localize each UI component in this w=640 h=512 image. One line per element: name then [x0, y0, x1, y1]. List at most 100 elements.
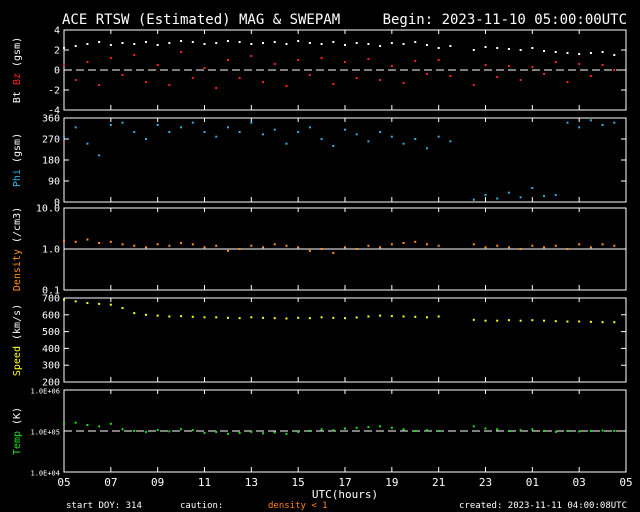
data-point [578, 243, 581, 246]
data-point [180, 51, 183, 53]
data-point [472, 198, 475, 201]
data-point [601, 124, 604, 126]
data-point [344, 44, 346, 46]
data-point [449, 75, 452, 77]
density-panel: 10.0 1.0 0.1 Density (/cm3) [12, 204, 627, 297]
data-point [63, 135, 65, 138]
data-point [437, 244, 440, 247]
data-point [566, 81, 569, 83]
data-point [285, 85, 288, 87]
data-point [344, 427, 346, 430]
data-point [344, 61, 346, 63]
data-point [250, 55, 253, 57]
data-point [156, 243, 159, 246]
data-point [437, 315, 440, 318]
data-point [484, 64, 487, 66]
y-tick-label: -2 [48, 86, 60, 97]
y-tick-label: -4 [48, 106, 60, 117]
data-point [519, 49, 522, 51]
data-point [402, 43, 405, 45]
data-point [484, 319, 487, 322]
data-point [285, 244, 288, 247]
data-point [437, 135, 440, 138]
data-point [226, 59, 229, 61]
y-tick-label: 300 [42, 361, 60, 372]
data-point [320, 428, 323, 431]
data-point [144, 138, 147, 140]
data-point [203, 316, 206, 319]
data-point [238, 248, 241, 250]
data-point [496, 428, 499, 431]
data-point [578, 320, 581, 323]
x-tick-label: 07 [104, 476, 117, 489]
start-doy: start DOY: 314 [66, 501, 142, 511]
data-point [86, 302, 89, 305]
data-point [531, 187, 534, 189]
x-tick-label: 19 [385, 476, 398, 489]
data-point [238, 131, 241, 133]
panels: 4 2 0 -2 -4 Bt Bz (gsm) 360 270 180 90 0 Phi (gsm) 1… [12, 26, 627, 478]
data-point [379, 131, 382, 133]
data-point [133, 244, 136, 247]
y-tick-label: 1.0 [42, 245, 60, 256]
data-point [156, 124, 159, 126]
begin-timestamp: Begin: 2023-11-10 05:00:00UTC [383, 12, 627, 28]
data-point [344, 246, 346, 249]
y-axis-label-part: Speed [12, 346, 23, 376]
data-point [543, 246, 546, 249]
data-point [390, 65, 393, 67]
data-point [425, 429, 428, 432]
data-point [156, 429, 159, 432]
series-speed [63, 298, 616, 324]
phi-panel: 360 270 180 90 0 Phi (gsm) [12, 114, 627, 209]
data-point [379, 314, 382, 317]
data-point [414, 430, 417, 432]
data-point [109, 57, 112, 59]
data-point [308, 430, 311, 432]
data-point [355, 248, 358, 250]
data-point [144, 41, 147, 43]
data-point [297, 131, 300, 133]
data-point [262, 432, 265, 435]
data-point [344, 317, 346, 320]
data-point [273, 431, 276, 434]
data-point [180, 428, 183, 431]
data-point [437, 430, 440, 432]
data-point [74, 79, 77, 81]
data-point [507, 319, 510, 322]
data-point [74, 421, 77, 424]
data-point [578, 126, 581, 129]
data-point [531, 319, 534, 322]
data-point [320, 138, 323, 140]
data-point [425, 243, 428, 246]
data-point [566, 430, 569, 432]
data-point [601, 243, 604, 246]
data-point [484, 194, 487, 196]
data-point [589, 320, 592, 323]
data-point [215, 316, 218, 319]
y-tick-label: 700 [42, 294, 60, 305]
data-point [273, 243, 276, 246]
y-axis-label-part: Bz [12, 73, 23, 91]
data-point [250, 121, 253, 124]
data-point [613, 430, 616, 432]
data-point [472, 425, 475, 428]
data-point [109, 240, 112, 243]
data-point [262, 316, 265, 319]
data-point [507, 430, 510, 432]
data-point [367, 43, 370, 45]
data-point [98, 425, 101, 428]
data-point [98, 242, 101, 245]
data-point [519, 319, 522, 322]
data-point [203, 431, 206, 434]
data-point [414, 60, 417, 62]
data-point [238, 41, 241, 43]
y-tick-label: 500 [42, 327, 60, 338]
data-point [63, 298, 65, 301]
data-point [215, 135, 218, 138]
data-point [168, 315, 171, 318]
data-point [414, 41, 417, 43]
data-point [262, 246, 265, 249]
data-point [355, 316, 358, 319]
data-point [613, 54, 616, 56]
